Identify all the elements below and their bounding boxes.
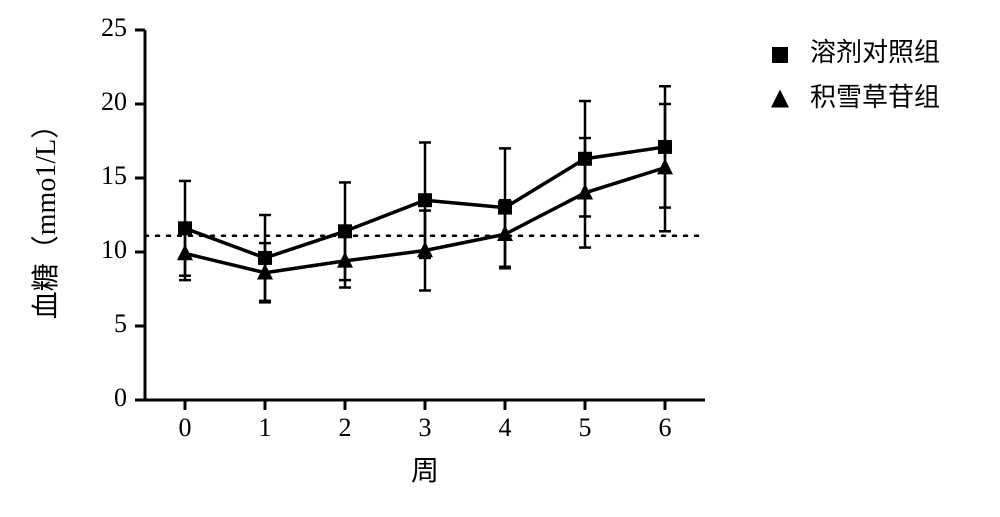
y-tick-label: 15	[101, 161, 127, 190]
x-tick-label: 6	[659, 413, 672, 442]
x-tick-label: 5	[579, 413, 592, 442]
x-tick-label: 4	[499, 413, 512, 442]
square-marker-icon	[772, 47, 788, 63]
x-tick-label: 0	[179, 413, 192, 442]
x-tick-label: 1	[259, 413, 272, 442]
y-tick-label: 5	[114, 309, 127, 338]
y-axis-title: 血糖（mmo1/L）	[30, 111, 62, 319]
legend-label: 溶剂对照组	[810, 38, 940, 67]
y-tick-label: 0	[114, 383, 127, 412]
x-tick-label: 2	[339, 413, 352, 442]
y-tick-label: 25	[101, 13, 127, 42]
x-axis-title: 周	[411, 456, 439, 487]
y-tick-label: 20	[101, 87, 127, 116]
legend-label: 积雪草苷组	[810, 83, 940, 112]
y-tick-label: 10	[101, 235, 127, 264]
x-tick-label: 3	[419, 413, 432, 442]
series-marker	[418, 193, 432, 207]
blood-glucose-chart: 0 5 10 15 20 25 0 1 2 3 4 5 6 周 血糖（mmo1/L） 溶剂对照组积雪草苷组	[0, 0, 1000, 517]
